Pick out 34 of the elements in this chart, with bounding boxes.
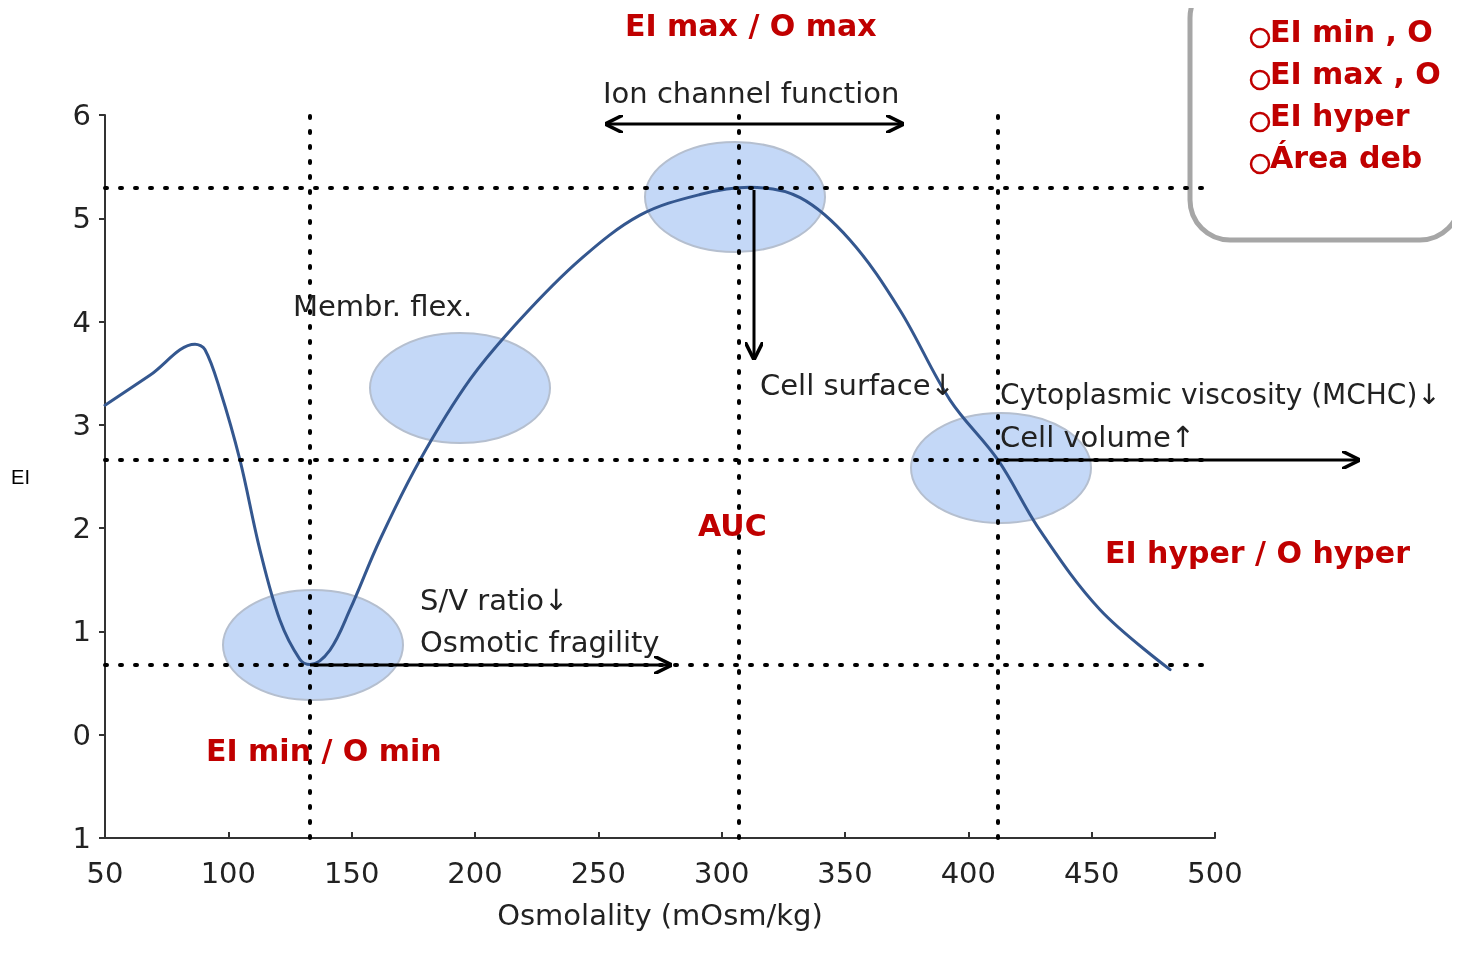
- x-tick-label: 400: [940, 855, 997, 890]
- x-tick-label: 250: [570, 855, 627, 890]
- y-tick-label: 1: [72, 614, 91, 649]
- y-tick-label: 5: [72, 201, 91, 236]
- x-tick-label: 50: [86, 855, 124, 890]
- x-tick-label: 100: [200, 855, 257, 890]
- annotation: Cytoplasmic viscosity (MCHC)↓: [1000, 377, 1441, 411]
- x-axis-title: Osmolality (mOsm/kg): [497, 897, 823, 932]
- x-tick-label: 200: [447, 855, 503, 890]
- y-tick-label: 1: [72, 821, 91, 855]
- x-tick-label: 500: [1187, 855, 1243, 890]
- text: Área deb: [1270, 139, 1423, 175]
- annotation: S/V ratio↓: [420, 582, 569, 617]
- text: EI hyper: [1270, 97, 1410, 133]
- annotation: Osmotic fragility: [420, 624, 660, 659]
- annotation: AUC: [698, 507, 767, 543]
- y-axis-title: EI: [11, 465, 30, 488]
- x-tick-label: 150: [323, 855, 380, 890]
- y-tick-label: 6: [72, 98, 91, 132]
- text: EI max / O max: [625, 7, 877, 43]
- y-tick-label: 4: [72, 304, 91, 339]
- annotation: EI min / O min: [206, 732, 442, 768]
- y-tick-label: 0: [72, 717, 91, 752]
- annotation: Membr. flex.: [293, 288, 473, 323]
- text: EI max , O: [1270, 55, 1441, 91]
- x-tick-label: 300: [693, 855, 750, 890]
- y-tick-label: 2: [72, 511, 91, 546]
- x-tick-label: 450: [1063, 855, 1120, 890]
- text: Ion channel function: [603, 75, 900, 110]
- text: EI min , O: [1270, 13, 1433, 49]
- annotation: Cell volume↑: [1000, 419, 1196, 454]
- annotation: EI hyper / O hyper: [1105, 534, 1411, 570]
- y-tick-label: 3: [72, 407, 91, 442]
- x-tick-label: 350: [817, 855, 873, 890]
